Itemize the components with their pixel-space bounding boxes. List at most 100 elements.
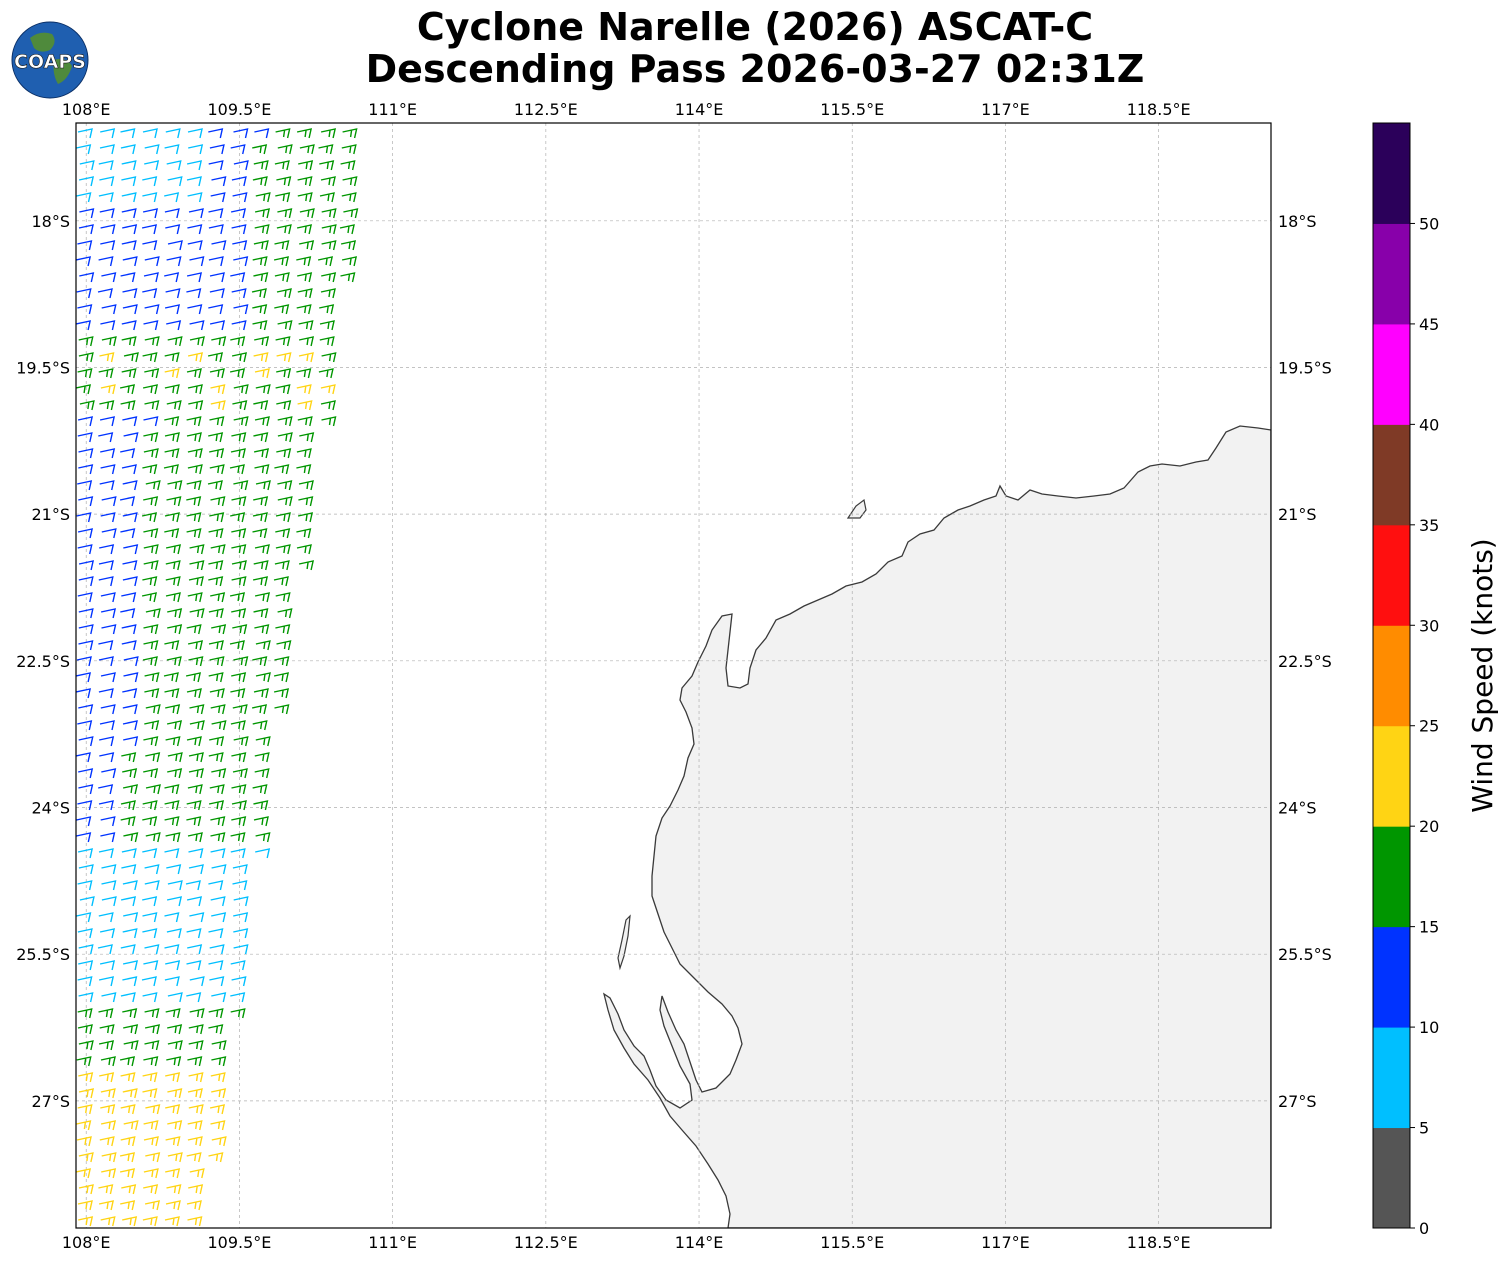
wind-barb-26 (79, 160, 95, 171)
wind-barb-43 (167, 176, 183, 187)
wind-barb-621 (187, 1088, 203, 1099)
wind-barb-516 (77, 880, 93, 891)
wind-barb-110 (208, 256, 224, 267)
wind-barb-103 (340, 240, 357, 251)
colorbar-segment-2 (1373, 926, 1410, 1028)
wind-barb-69 (164, 208, 180, 219)
wind-barb-551 (144, 944, 160, 955)
lat-tick-left-3: 22.5°S (16, 652, 70, 671)
wind-barb-558 (122, 960, 139, 971)
wind-barb-288 (210, 496, 226, 507)
wind-barb-27 (98, 160, 114, 171)
wind-barb-618 (122, 1088, 138, 1099)
wind-barb-477 (186, 800, 202, 811)
australia-land (602, 425, 1271, 1228)
wind-barb-161 (231, 320, 247, 331)
wind-barb-172 (211, 336, 227, 347)
wind-barb-512 (166, 864, 182, 875)
graticule (76, 123, 1271, 1228)
wind-barb-277 (207, 480, 223, 491)
wind-barb-652 (101, 1168, 117, 1179)
wind-barb-189 (321, 352, 337, 363)
wind-barb-134 (165, 288, 181, 299)
wind-barb-257 (253, 448, 270, 459)
wind-barb-38 (340, 160, 356, 171)
wind-barb-2 (120, 128, 136, 139)
wind-barb-552 (164, 944, 180, 955)
wind-barb-382 (187, 640, 204, 651)
wind-barb-592 (167, 1024, 183, 1035)
wind-barb-106 (122, 256, 138, 267)
wind-barb-453 (254, 752, 270, 763)
wind-barb-434 (230, 720, 246, 731)
wind-barb-44 (186, 176, 202, 187)
wind-barb-566 (122, 976, 138, 987)
wind-barb-266 (209, 464, 225, 475)
wind-barb-157 (143, 320, 159, 331)
wind-barb-201 (318, 368, 334, 379)
wind-barb-443 (233, 736, 249, 747)
wind-barb-194 (164, 368, 180, 379)
wind-barb-587 (230, 1008, 246, 1019)
wind-barb-98 (232, 240, 248, 251)
wind-barb-311 (231, 528, 247, 539)
wind-barb-7 (233, 128, 249, 139)
lon-tick-bottom-5: 115.5°E (820, 1233, 884, 1252)
wind-barb-17 (164, 144, 180, 155)
wind-barb-533 (98, 912, 114, 923)
wind-barb-441 (186, 736, 202, 747)
wind-barb-613 (165, 1072, 181, 1083)
wind-barb-8 (254, 128, 270, 139)
wind-barb-239 (98, 432, 114, 443)
wind-barb-276 (186, 480, 202, 491)
wind-barb-75 (299, 208, 315, 219)
wind-barb-619 (142, 1088, 158, 1099)
colorbar-segment-6 (1373, 524, 1410, 626)
wind-barb-171 (189, 336, 205, 347)
wind-barb-229 (143, 416, 159, 427)
wind-barb-109 (189, 256, 205, 267)
wind-barb-233 (233, 416, 249, 427)
wind-barb-548 (78, 944, 94, 955)
wind-barb-546 (208, 928, 224, 939)
wind-barb-672 (142, 1216, 158, 1227)
wind-barb-627 (165, 1104, 181, 1115)
wind-barb-597 (123, 1040, 139, 1051)
axis-tick-labels: 108°E 108°E 109.5°E 109.5°E 111°E 111°E 112.5°… (16, 100, 1332, 1252)
wind-barb-545 (186, 928, 202, 939)
wind-barb-362 (189, 608, 205, 619)
wind-barb-471 (252, 784, 268, 795)
wind-barb-630 (76, 1120, 92, 1131)
wind-barb-569 (189, 976, 205, 987)
wind-barb-659 (121, 1184, 137, 1195)
wind-barb-301 (252, 512, 268, 523)
wind-barb-636 (210, 1120, 226, 1131)
wind-barb-524 (79, 896, 95, 907)
wind-barb-442 (209, 736, 225, 747)
wind-barb-179 (99, 352, 115, 363)
wind-barb-632 (123, 1120, 139, 1131)
wind-barb-192 (121, 368, 137, 379)
wind-barb-389 (123, 656, 139, 667)
wind-barb-34 (253, 160, 269, 171)
wind-barb-162 (252, 320, 268, 331)
wind-barb-116 (341, 256, 358, 267)
wind-barb-282 (78, 496, 94, 507)
wind-barb-578 (211, 992, 227, 1003)
wind-barb-645 (101, 1152, 117, 1163)
lon-tick-top-6: 117°E (981, 100, 1030, 119)
wind-barb-105 (98, 256, 114, 267)
wind-barb-24 (318, 144, 334, 155)
wind-barb-260 (78, 464, 94, 475)
wind-barb-170 (167, 336, 183, 347)
wind-barb-573 (101, 992, 117, 1003)
wind-barb-555 (233, 944, 249, 955)
wind-barb-655 (165, 1168, 181, 1179)
wind-barb-235 (277, 416, 293, 427)
wind-barb-387 (76, 656, 92, 667)
wind-barb-230 (164, 416, 180, 427)
wind-barb-421 (165, 704, 181, 715)
wind-barb-331 (189, 560, 205, 571)
wind-barb-445 (76, 752, 91, 763)
wind-barb-464 (98, 784, 114, 795)
